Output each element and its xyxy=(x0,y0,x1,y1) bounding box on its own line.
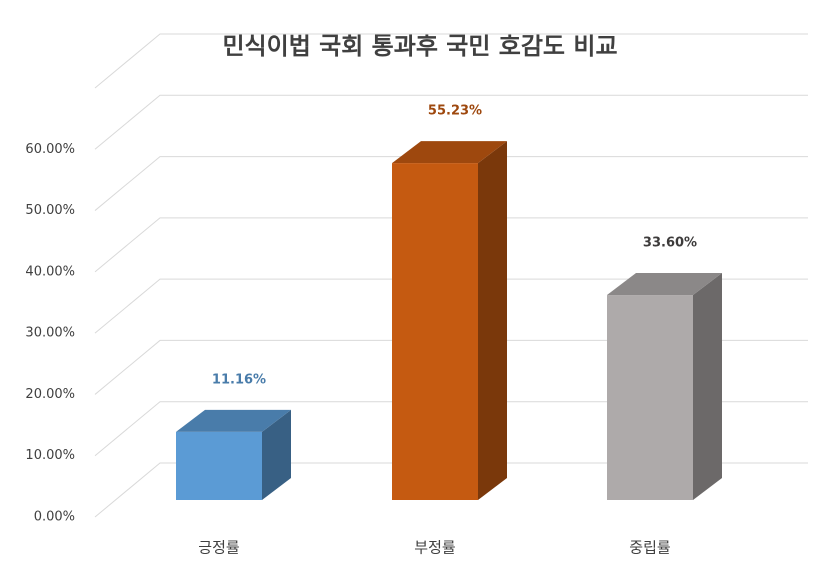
y-tick-label: 0.00% xyxy=(34,510,75,525)
y-tick-label: 20.00% xyxy=(25,387,75,402)
chart-title: 민식이법 국회 통과후 국민 호감도 비교 xyxy=(222,32,617,60)
grid-line xyxy=(94,339,808,395)
bar-side xyxy=(478,141,507,501)
y-tick-label: 40.00% xyxy=(25,264,75,279)
grid-line xyxy=(94,94,808,150)
y-tick-label: 10.00% xyxy=(25,448,75,463)
y-tick-label: 50.00% xyxy=(25,203,75,218)
bar-top xyxy=(607,273,722,296)
grid-line xyxy=(94,156,808,211)
x-tick-label: 부정률 xyxy=(414,539,456,557)
y-tick-label: 30.00% xyxy=(25,326,75,341)
x-tick-label: 긍정률 xyxy=(198,539,240,557)
grid-line xyxy=(94,33,808,89)
bar xyxy=(392,163,478,501)
bar xyxy=(176,431,262,500)
grid-line xyxy=(94,217,808,273)
bar-side xyxy=(262,409,291,500)
grid-line xyxy=(94,278,808,334)
bar-top xyxy=(392,141,507,164)
grid-line xyxy=(94,401,808,457)
value-label: 55.23% xyxy=(428,104,482,119)
value-label: 11.16% xyxy=(212,372,266,387)
bar xyxy=(607,295,693,500)
bar-top xyxy=(176,409,291,432)
x-tick-label: 중립률 xyxy=(629,539,671,557)
grid-line xyxy=(94,462,808,518)
value-label: 33.60% xyxy=(643,236,697,251)
bar-side xyxy=(693,273,722,500)
y-tick-label: 60.00% xyxy=(25,142,75,157)
